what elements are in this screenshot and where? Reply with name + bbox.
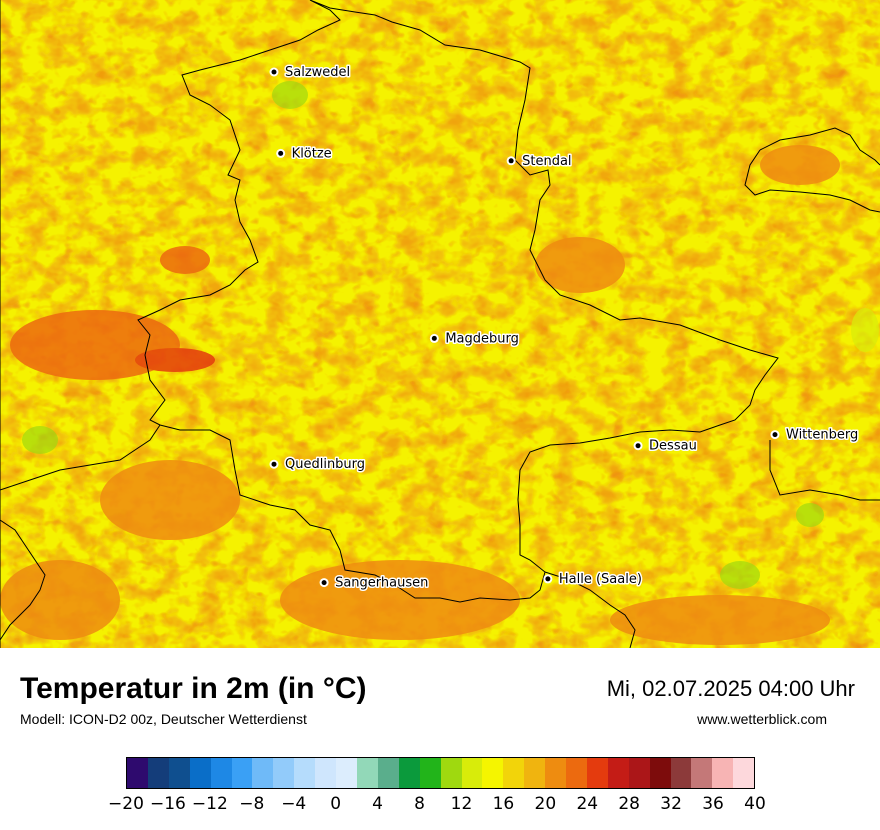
legend-color-step xyxy=(419,758,441,788)
city-label: Sangerhausen xyxy=(335,576,428,591)
city-marker: Salzwedel xyxy=(269,64,352,82)
legend-tick-label: 8 xyxy=(414,794,425,814)
legend-color-step xyxy=(252,758,274,788)
legend-color-step xyxy=(482,758,504,788)
legend-color-step xyxy=(461,758,483,788)
city-label: Halle (Saale) xyxy=(559,572,642,587)
city-dot xyxy=(545,576,551,582)
legend-color-step xyxy=(273,758,295,788)
city-marker: Dessau xyxy=(633,437,698,455)
legend-color-step xyxy=(377,758,399,788)
city-label: Salzwedel xyxy=(285,65,350,80)
city-label: Magdeburg xyxy=(445,331,519,346)
legend-tick-label: 12 xyxy=(450,794,473,814)
legend-tick-label: 20 xyxy=(534,794,557,814)
legend-tick-label: −8 xyxy=(239,794,265,814)
city-dot xyxy=(431,335,437,341)
map-footer: Temperatur in 2m (in °C) Modell: ICON-D2… xyxy=(0,648,880,830)
legend-tick-label: −20 xyxy=(108,794,144,814)
legend-tick-label: 40 xyxy=(744,794,766,814)
city-marker: Magdeburg xyxy=(429,330,520,348)
map-title: Temperatur in 2m (in °C) xyxy=(20,672,367,705)
legend-color-step xyxy=(566,758,587,788)
legend-color-step xyxy=(210,758,232,788)
legend-color-step xyxy=(586,758,608,788)
city-dot xyxy=(508,158,514,164)
city-marker: Halle (Saale) xyxy=(543,570,643,588)
legend-color-step xyxy=(545,758,567,788)
city-dot xyxy=(278,150,284,156)
legend-tick-label: −4 xyxy=(281,794,307,814)
legend-color-step xyxy=(649,758,671,788)
city-label: Wittenberg xyxy=(786,428,858,443)
legend-color-step xyxy=(503,758,525,788)
cool-zones xyxy=(22,81,879,589)
legend-tick-label: 0 xyxy=(330,794,342,814)
legend-color-step xyxy=(670,758,692,788)
legend-tick-labels: −20 −16 −12 −8 −4 0 4 8 12 16 20 24 28 32 36 40 xyxy=(0,794,880,818)
legend-color-step xyxy=(231,758,253,788)
city-dot xyxy=(271,69,277,75)
legend-color-step xyxy=(168,758,190,788)
legend-tick-label: 24 xyxy=(576,794,599,814)
legend-tick-label: 16 xyxy=(492,794,515,814)
legend-tick-label: −16 xyxy=(149,794,186,814)
city-dot xyxy=(635,443,641,449)
city-marker: Klötze xyxy=(276,145,333,163)
legend-tick-label: 32 xyxy=(660,794,682,814)
legend-color-step xyxy=(398,758,420,788)
city-label: Stendal xyxy=(522,154,571,169)
city-label: Quedlinburg xyxy=(285,457,365,472)
legend-tick-label: 4 xyxy=(372,794,384,814)
warm-zones xyxy=(0,145,840,645)
forecast-datetime: Mi, 02.07.2025 04:00 Uhr xyxy=(606,676,855,701)
color-legend xyxy=(126,757,755,789)
legend-color-step xyxy=(733,758,755,788)
city-markers: Salzwedel Klötze Stendal Magdeburg Dessau Wit… xyxy=(269,64,860,592)
city-dot xyxy=(271,461,277,467)
legend-color-step xyxy=(294,758,316,788)
website-link[interactable]: www.wetterblick.com xyxy=(697,711,827,727)
state-borders xyxy=(0,0,880,648)
city-marker: Wittenberg xyxy=(770,426,860,444)
city-marker: Quedlinburg xyxy=(269,456,367,474)
legend-color-step xyxy=(440,758,462,788)
legend-color-step xyxy=(315,758,337,788)
legend-tick-label: −12 xyxy=(191,794,228,814)
legend-color-step xyxy=(147,758,169,788)
model-source: Modell: ICON-D2 00z, Deutscher Wetterdie… xyxy=(20,711,307,727)
legend-color-step xyxy=(524,758,546,788)
city-dot xyxy=(321,580,327,586)
legend-color-step xyxy=(356,758,378,788)
legend-tick-label: 36 xyxy=(702,794,724,814)
legend-color-step xyxy=(691,758,713,788)
temperature-map[interactable]: Salzwedel Klötze Stendal Magdeburg Dessau Wit… xyxy=(0,0,880,648)
legend-color-step xyxy=(628,758,650,788)
city-label: Dessau xyxy=(649,439,697,454)
city-label: Klötze xyxy=(292,146,332,161)
city-marker: Sangerhausen xyxy=(319,574,430,592)
legend-color-step xyxy=(127,758,148,788)
legend-tick-label: 28 xyxy=(618,794,641,814)
city-marker: Stendal xyxy=(506,152,573,170)
legend-color-step xyxy=(336,758,357,788)
city-dot xyxy=(772,432,778,438)
legend-color-step xyxy=(607,758,629,788)
legend-color-step xyxy=(712,758,734,788)
legend-color-step xyxy=(189,758,211,788)
